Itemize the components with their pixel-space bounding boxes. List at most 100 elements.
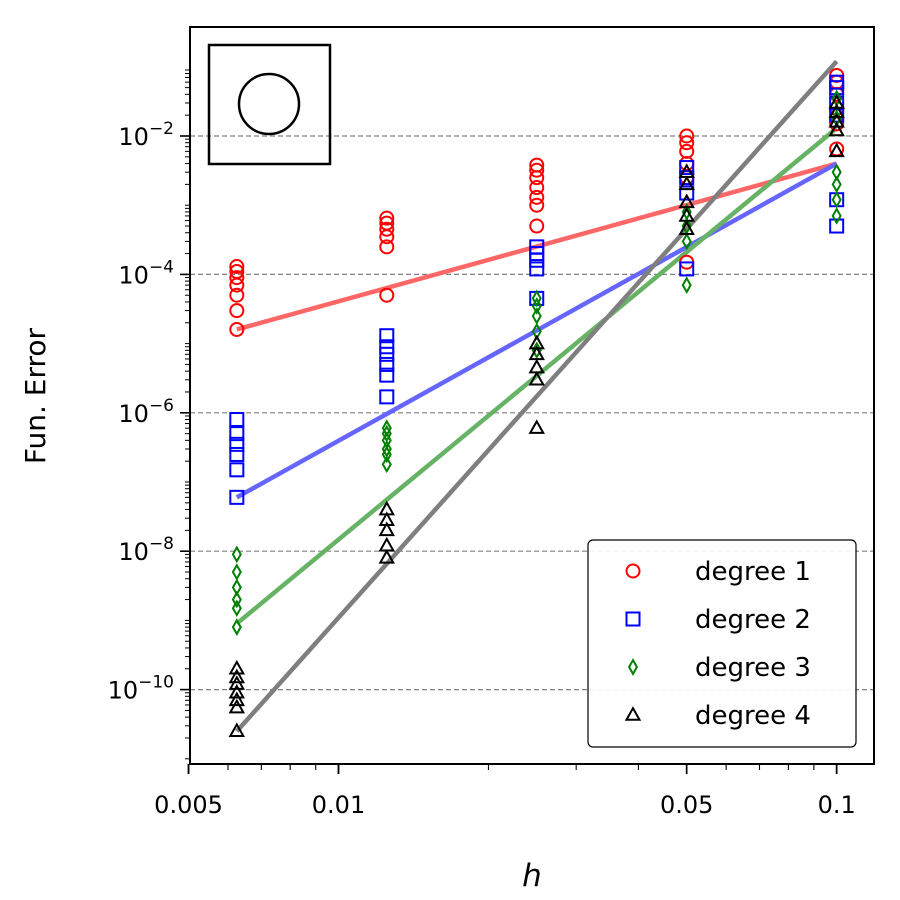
inset-frame — [207, 43, 332, 166]
data-point — [378, 521, 395, 537]
data-point — [379, 221, 395, 237]
data-point — [378, 549, 395, 564]
data-point — [678, 193, 695, 209]
axes-frame — [189, 26, 875, 765]
data-point — [228, 722, 246, 738]
data-point — [379, 215, 395, 231]
data-point — [679, 160, 695, 176]
data-point — [678, 163, 695, 178]
data-point — [831, 207, 842, 225]
legend-marker — [625, 563, 641, 579]
data-point — [229, 264, 245, 280]
legend-marker — [627, 658, 639, 676]
x-axis-ticks: 0.005 0.01 0.05 0.1 — [154, 764, 856, 819]
x-tick-label: 0.01 — [312, 791, 365, 819]
data-point — [381, 419, 392, 437]
data-point — [679, 135, 695, 151]
data-point — [529, 157, 545, 173]
data-point — [229, 489, 245, 505]
data-point — [378, 500, 395, 516]
data-point — [829, 218, 845, 234]
data-point — [831, 163, 842, 182]
data-point — [228, 691, 246, 707]
legend-label: degree 1 — [695, 557, 811, 587]
legend-frame — [587, 539, 857, 748]
x-axis-label: h — [522, 858, 542, 894]
data-point — [229, 446, 245, 462]
data-point — [528, 358, 545, 374]
y-tick-label: 10−8 — [118, 534, 174, 566]
series-degree-2 — [229, 74, 845, 505]
data-point — [231, 563, 242, 581]
data-point — [229, 270, 245, 286]
data-point — [529, 218, 545, 234]
data-point — [231, 599, 242, 618]
series-degree-1 — [229, 67, 845, 337]
data-point — [378, 536, 395, 552]
data-point — [228, 683, 246, 699]
data-point — [828, 113, 845, 128]
data-point — [528, 419, 545, 434]
data-point — [228, 698, 246, 714]
data-point — [229, 412, 245, 428]
y-tick-label: 10−6 — [118, 396, 174, 428]
data-point — [679, 185, 695, 201]
data-point — [831, 190, 842, 209]
circle-domain-icon — [237, 72, 301, 136]
series-degree-4 — [228, 94, 845, 738]
data-point — [228, 668, 246, 684]
data-point — [379, 356, 395, 372]
legend: degree 1 degree 2 degree 3 degree 4 — [587, 539, 857, 748]
data-point — [379, 328, 395, 344]
data-point — [528, 334, 545, 350]
data-point — [531, 307, 542, 325]
data-point — [231, 578, 242, 597]
data-point — [681, 217, 692, 235]
y-tick-label: 10−2 — [118, 119, 174, 151]
data-point — [829, 74, 845, 90]
data-point — [229, 259, 245, 275]
data-point — [531, 289, 542, 308]
data-point — [379, 339, 395, 355]
data-point — [828, 94, 845, 109]
data-point — [379, 367, 395, 383]
data-point — [229, 462, 245, 478]
data-point — [229, 303, 245, 319]
data-point — [681, 232, 692, 251]
data-point — [828, 103, 845, 119]
fit-line-degree-2 — [235, 161, 838, 500]
data-point — [681, 276, 692, 294]
legend-label: degree 2 — [695, 605, 811, 635]
data-point — [228, 659, 246, 675]
data-point — [229, 321, 245, 337]
data-point — [531, 297, 542, 315]
data-point — [681, 203, 692, 221]
data-point — [381, 431, 392, 450]
data-point — [529, 197, 545, 213]
data-point — [378, 511, 395, 527]
data-point — [678, 175, 695, 191]
data-point — [828, 142, 845, 158]
data-point — [528, 345, 545, 361]
fit-line-degree-4 — [235, 59, 839, 733]
data-point — [231, 618, 242, 636]
fit-line-degree-3 — [235, 126, 839, 626]
data-point — [678, 220, 695, 235]
data-point — [381, 455, 392, 474]
legend-label: degree 4 — [695, 701, 811, 731]
data-point — [231, 590, 242, 609]
data-point — [679, 143, 695, 159]
data-point — [528, 370, 545, 386]
legend-marker — [625, 611, 641, 627]
data-point — [679, 128, 695, 144]
data-point — [828, 121, 845, 137]
data-point — [379, 389, 395, 405]
data-point — [229, 436, 245, 452]
data-point — [229, 287, 245, 303]
x-tick-label: 0.1 — [818, 791, 856, 819]
legend-entry-degree-2: degree 2 — [625, 605, 811, 635]
x-tick-label: 0.05 — [660, 791, 713, 819]
legend-entry-degree-4: degree 4 — [624, 701, 811, 731]
legend-entry-degree-3: degree 3 — [627, 653, 811, 683]
